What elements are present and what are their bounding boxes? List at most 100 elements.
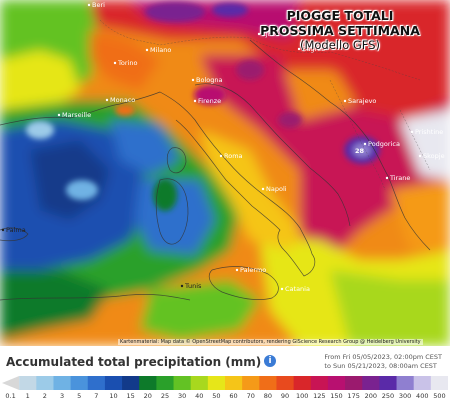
city-marker bbox=[87, 3, 91, 7]
colorbar-segment bbox=[327, 376, 346, 390]
colorbar-segment bbox=[276, 376, 295, 390]
city-label: Torino bbox=[117, 59, 137, 67]
colorbar-segment bbox=[87, 376, 106, 390]
city-marker bbox=[145, 48, 149, 52]
colorbar-segment bbox=[379, 376, 398, 390]
city-marker bbox=[410, 130, 414, 134]
city-marker bbox=[57, 113, 61, 117]
info-icon[interactable]: i bbox=[264, 355, 276, 367]
colorbar-segment bbox=[122, 376, 140, 390]
precipitation-map: Beri Milano Torino Ljubl Zagreb Bologna Monaco… bbox=[0, 0, 450, 346]
city-label: Marseille bbox=[62, 111, 91, 119]
city-label: Milano bbox=[150, 46, 171, 54]
borders bbox=[99, 19, 431, 191]
colorbar-tick-label: 3 bbox=[59, 392, 65, 400]
colorbar-segment bbox=[242, 376, 260, 390]
colorbar-tick-label: 5 bbox=[77, 392, 82, 400]
colorbar-segment bbox=[70, 376, 89, 390]
colorbar-tick-label: 500 bbox=[433, 392, 446, 400]
colorbar-segment bbox=[293, 376, 312, 390]
city-label: Napoli bbox=[266, 185, 287, 193]
colorbar-segment bbox=[413, 376, 432, 390]
city-label: Prishtine bbox=[415, 128, 443, 136]
city-label: Sarajevo bbox=[348, 97, 376, 105]
colorbar-tick-label: 150 bbox=[330, 392, 343, 400]
colorbar-segment bbox=[173, 376, 192, 390]
precip-fields bbox=[0, 0, 450, 346]
colorbar-tick-label: 20 bbox=[143, 392, 152, 400]
colorbar-tick-label: 10 bbox=[109, 392, 118, 400]
colorbar-segment bbox=[345, 376, 363, 390]
date-to: to Sun 05/21/2023, 08:00am CEST bbox=[324, 361, 437, 370]
city-label: Tirane bbox=[389, 174, 410, 182]
colorbar-tick-label: 30 bbox=[177, 392, 187, 400]
map-attribution[interactable]: Kartenmaterial: Map data © OpenStreetMap… bbox=[118, 339, 423, 345]
colorbar-segment bbox=[207, 376, 226, 390]
city-marker bbox=[363, 142, 367, 146]
city-marker bbox=[343, 99, 347, 103]
colorbar-tick-label: 250 bbox=[381, 392, 395, 400]
city-marker bbox=[191, 78, 195, 82]
colorbar-segment bbox=[396, 376, 415, 390]
colorbar bbox=[2, 376, 448, 390]
colorbar-tick-label: 400 bbox=[416, 392, 429, 400]
legend-panel: Accumulated total precipitation (mm) i F… bbox=[0, 346, 450, 403]
colorbar-tick-label: 80 bbox=[263, 392, 273, 400]
city-label: Monaco bbox=[110, 96, 135, 104]
city-marker bbox=[297, 47, 301, 51]
city-label: Podgorica bbox=[368, 140, 400, 148]
city-label: Firenze bbox=[198, 97, 221, 105]
colorbar-tick-label: 70 bbox=[246, 392, 255, 400]
city-label: Beri bbox=[92, 1, 105, 9]
city-marker bbox=[219, 154, 223, 158]
title-line-1: PIOGGE TOTALI bbox=[286, 8, 394, 23]
city-label: Palma bbox=[6, 226, 26, 234]
colorbar-segment bbox=[310, 376, 329, 390]
city-label: Zagreb bbox=[302, 45, 325, 53]
colorbar-segment bbox=[53, 376, 72, 390]
date-range: From Fri 05/05/2023, 02:00pm CEST to Sun… bbox=[324, 353, 442, 370]
city-label: Skopje bbox=[423, 152, 445, 160]
colorbar-arrow bbox=[2, 376, 20, 390]
city-label: Roma bbox=[224, 152, 243, 160]
city-marker bbox=[280, 287, 284, 291]
city-label: Palermo bbox=[240, 266, 266, 274]
city-marker bbox=[261, 187, 265, 191]
map-value-label: 28 bbox=[355, 147, 365, 155]
colorbar-segment bbox=[190, 376, 209, 390]
colorbar-tick-label: 300 bbox=[398, 392, 412, 400]
colorbar-tick-label: 175 bbox=[347, 392, 360, 400]
coastlines bbox=[0, 39, 431, 301]
colorbar-tick-label: 200 bbox=[364, 392, 378, 400]
colorbar-segment bbox=[139, 376, 157, 390]
colorbar-tick-label: 50 bbox=[212, 392, 221, 400]
precip-peaks bbox=[26, 2, 380, 211]
colorbar-segment bbox=[362, 376, 380, 390]
city-marker bbox=[235, 268, 239, 272]
colorbar-tick-label: 40 bbox=[195, 392, 204, 400]
colorbar-segment bbox=[225, 376, 243, 390]
colorbar-segment bbox=[19, 376, 37, 390]
city-label: Catania bbox=[285, 285, 310, 293]
colorbar-tick-label: 0.1 bbox=[5, 392, 16, 400]
city-marker bbox=[418, 154, 422, 158]
colorbar-tick-label: 60 bbox=[229, 392, 238, 400]
colorbar-tick-label: 100 bbox=[295, 392, 309, 400]
colorbar-tick-label: 125 bbox=[313, 392, 326, 400]
title-line-3: (Modello GFS) bbox=[299, 38, 380, 52]
colorbar-segment bbox=[259, 376, 277, 390]
colorbar-segment bbox=[430, 376, 448, 390]
colorbar-segment bbox=[104, 376, 123, 390]
colorbar-segment bbox=[36, 376, 54, 390]
city-marker bbox=[1, 228, 5, 232]
colorbar-tick-label: 7 bbox=[94, 392, 99, 400]
colorbar-tick-label: 15 bbox=[126, 392, 135, 400]
colorbar-ticks: 0.1 1 2 3 5 7 10 15 20 25 30 40 50 60 70 80 90 100 125 150 1… bbox=[0, 390, 450, 402]
legend-title: Accumulated total precipitation (mm) bbox=[6, 355, 262, 369]
city-marker bbox=[105, 98, 109, 102]
colorbar-tick-label: 25 bbox=[160, 392, 170, 400]
city-marker bbox=[257, 32, 261, 36]
city-marker bbox=[385, 176, 389, 180]
city-label: Ljubl bbox=[262, 30, 278, 38]
city-label: Bologna bbox=[196, 76, 222, 84]
